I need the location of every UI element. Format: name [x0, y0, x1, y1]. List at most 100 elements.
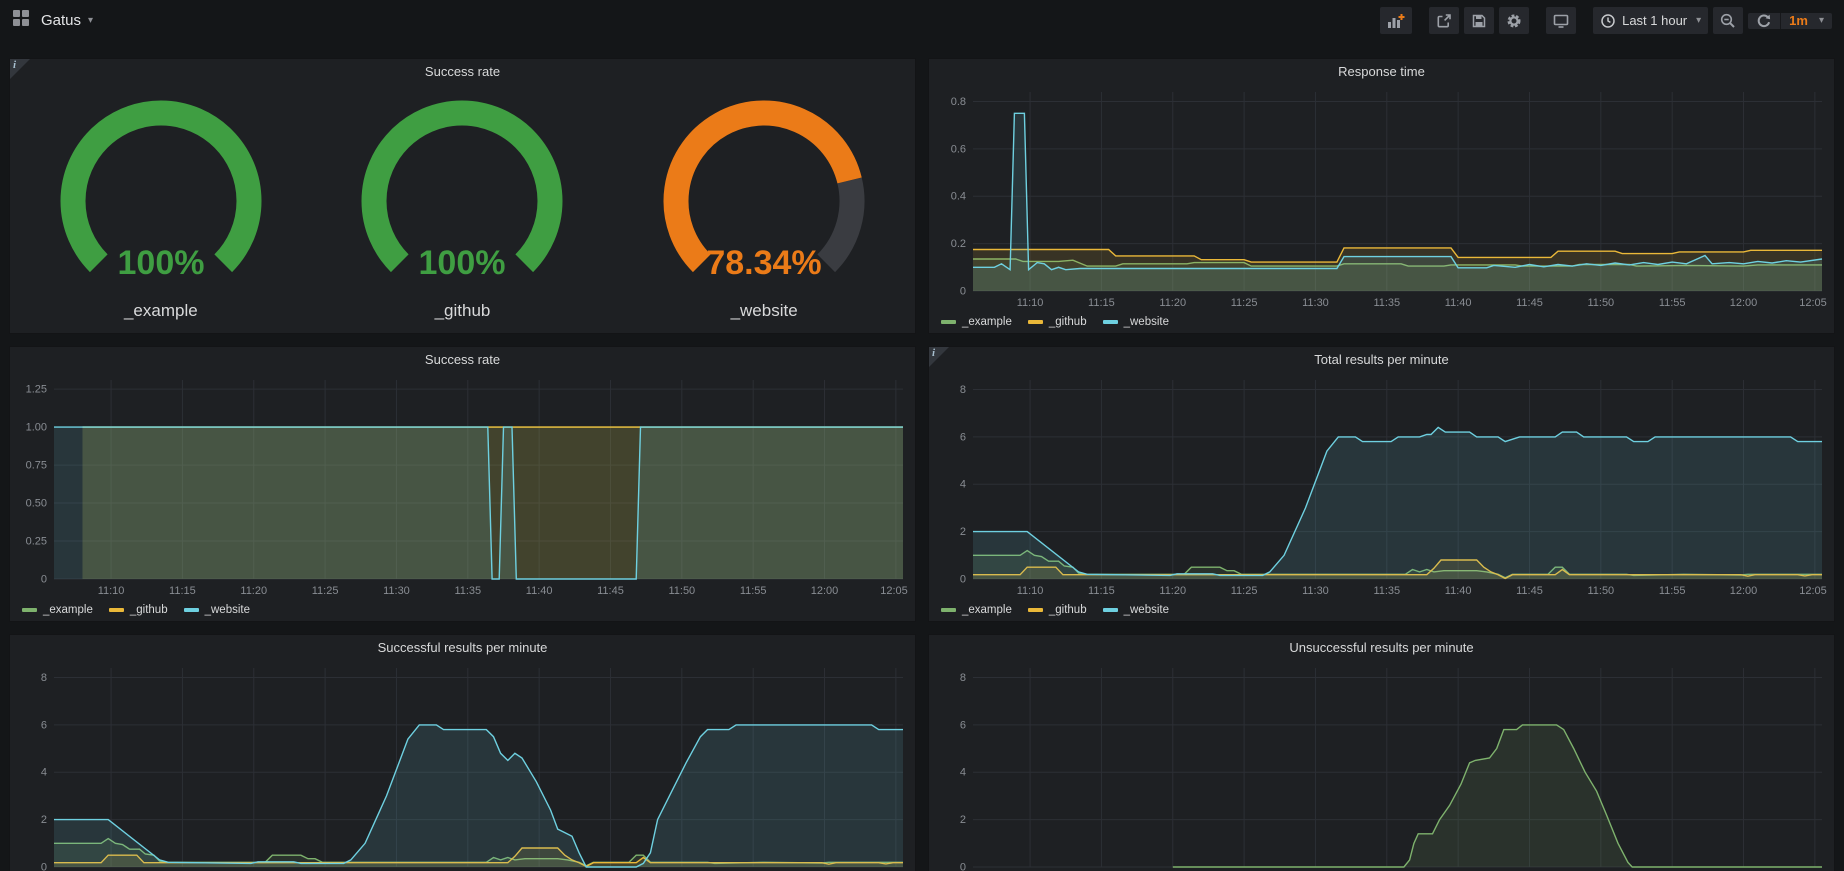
x-tick-label: 11:15 — [1088, 297, 1115, 309]
legend-label: _website — [1124, 604, 1169, 616]
zoom-out-button[interactable] — [1713, 7, 1743, 34]
plus-icon — [1399, 14, 1405, 20]
x-tick-label: 11:45 — [597, 585, 624, 597]
x-tick-label: 12:00 — [1730, 585, 1758, 597]
y-tick-label: 0.6 — [951, 143, 966, 155]
y-tick-label: 8 — [41, 672, 47, 684]
y-tick-label: 2 — [41, 814, 47, 826]
time-range-button[interactable]: Last 1 hour ▾ — [1593, 7, 1708, 34]
x-tick-label: 11:55 — [1659, 297, 1686, 309]
legend-item-_website[interactable]: _website — [184, 604, 250, 616]
chart-legend: _example _github _website — [929, 599, 1834, 621]
x-tick-label: 11:25 — [1231, 585, 1258, 597]
gear-icon — [1506, 13, 1522, 29]
gauge-value: 100% — [419, 244, 506, 282]
x-tick-label: 11:55 — [740, 585, 767, 597]
navbar: Gatus ▾ — [0, 0, 1844, 41]
panel-title[interactable]: Successful results per minute — [10, 635, 915, 660]
x-tick-label: 11:40 — [1445, 585, 1472, 597]
legend-label: _website — [205, 604, 250, 616]
add-panel-button[interactable] — [1380, 7, 1412, 34]
legend-label: _github — [130, 604, 168, 616]
chart-area: 11:1011:1511:2011:2511:3011:3511:4011:45… — [929, 84, 1834, 311]
legend-label: _example — [962, 316, 1012, 328]
legend-label: _example — [43, 604, 93, 616]
gauge-arc — [676, 113, 850, 263]
legend-item-_example[interactable]: _example — [22, 604, 93, 616]
save-button[interactable] — [1464, 7, 1494, 34]
series-color-dash — [1028, 608, 1043, 612]
x-tick-label: 12:05 — [1799, 585, 1827, 597]
gauge-_github: 100% _github — [317, 91, 607, 321]
panel-title[interactable]: Unsuccessful results per minute — [929, 635, 1834, 660]
gauge-label: _example — [124, 301, 198, 321]
gauge-arc — [374, 113, 550, 263]
dashboards-grid-icon[interactable] — [12, 9, 30, 32]
x-tick-label: 11:45 — [1516, 585, 1543, 597]
y-tick-label: 6 — [41, 719, 47, 731]
chart-area: 11:1011:1511:2011:2511:3011:3511:4011:45… — [929, 660, 1834, 871]
y-tick-label: 0.4 — [951, 191, 966, 203]
dashboard-grid: i Success rate 100% _example 100% _githu… — [0, 41, 1844, 871]
panel-info-corner[interactable]: i — [929, 347, 949, 367]
legend-item-_website[interactable]: _website — [1103, 316, 1169, 328]
y-tick-label: 4 — [41, 767, 47, 779]
x-tick-label: 11:30 — [1302, 297, 1329, 309]
panel-title[interactable]: Response time — [929, 59, 1834, 84]
refresh-interval-button[interactable]: 1m ▾ — [1781, 13, 1832, 29]
gauge-_example: 100% _example — [16, 91, 306, 321]
y-tick-label: 2 — [960, 814, 966, 826]
refresh-icon — [1756, 13, 1772, 29]
panel-successful-results: Successful results per minute 11:1011:15… — [9, 634, 916, 871]
x-tick-label: 11:15 — [1088, 585, 1115, 597]
refresh-button[interactable] — [1748, 13, 1780, 29]
panel-info-corner[interactable]: i — [10, 59, 30, 79]
panel-title[interactable]: Success rate — [10, 347, 915, 372]
x-tick-label: 12:05 — [1799, 297, 1827, 309]
gauge-row: 100% _example 100% _github 78.34% _websi… — [10, 84, 915, 333]
y-tick-label: 2 — [960, 526, 966, 538]
share-button[interactable] — [1429, 7, 1459, 34]
x-tick-label: 11:35 — [454, 585, 481, 597]
panel-title[interactable]: Total results per minute — [929, 347, 1834, 372]
x-tick-label: 11:20 — [1159, 585, 1186, 597]
legend-item-_github[interactable]: _github — [1028, 316, 1087, 328]
y-tick-label: 6 — [960, 431, 966, 443]
y-tick-label: 4 — [960, 767, 966, 779]
tv-mode-button[interactable] — [1546, 7, 1576, 34]
x-tick-label: 12:00 — [811, 585, 839, 597]
x-tick-label: 11:15 — [169, 585, 196, 597]
y-tick-label: 0.75 — [26, 460, 47, 472]
x-tick-label: 11:40 — [526, 585, 553, 597]
x-tick-label: 11:10 — [98, 585, 125, 597]
caret-down-icon[interactable]: ▾ — [88, 15, 93, 26]
y-tick-label: 8 — [960, 672, 966, 684]
chart-area: 11:1011:1511:2011:2511:3011:3511:4011:45… — [10, 660, 915, 871]
gauge-label: _github — [435, 301, 491, 321]
x-tick-label: 11:45 — [1516, 297, 1543, 309]
dashboard-title[interactable]: Gatus — [41, 12, 81, 29]
legend-item-_website[interactable]: _website — [1103, 604, 1169, 616]
y-tick-label: 0 — [41, 574, 47, 586]
legend-label: _website — [1124, 316, 1169, 328]
series-color-dash — [941, 320, 956, 324]
zoom-out-icon — [1720, 13, 1736, 29]
legend-item-_github[interactable]: _github — [1028, 604, 1087, 616]
y-tick-label: 8 — [960, 384, 966, 396]
legend-label: _example — [962, 604, 1012, 616]
caret-down-icon: ▾ — [1819, 15, 1824, 26]
chart-area: 11:1011:1511:2011:2511:3011:3511:4011:45… — [10, 372, 915, 599]
series-fill-_website — [973, 427, 1822, 579]
series-color-dash — [941, 608, 956, 612]
settings-button[interactable] — [1499, 7, 1529, 34]
legend-item-_example[interactable]: _example — [941, 604, 1012, 616]
legend-item-_example[interactable]: _example — [941, 316, 1012, 328]
legend-item-_github[interactable]: _github — [109, 604, 168, 616]
series-color-dash — [1103, 320, 1118, 324]
x-tick-label: 11:25 — [1231, 297, 1258, 309]
series-color-dash — [1103, 608, 1118, 612]
panel-title[interactable]: Success rate — [10, 59, 915, 84]
gauge-remainder-arc — [826, 180, 852, 263]
series-color-dash — [22, 608, 37, 612]
panel-response-time: Response time 11:1011:1511:2011:2511:301… — [928, 58, 1835, 334]
